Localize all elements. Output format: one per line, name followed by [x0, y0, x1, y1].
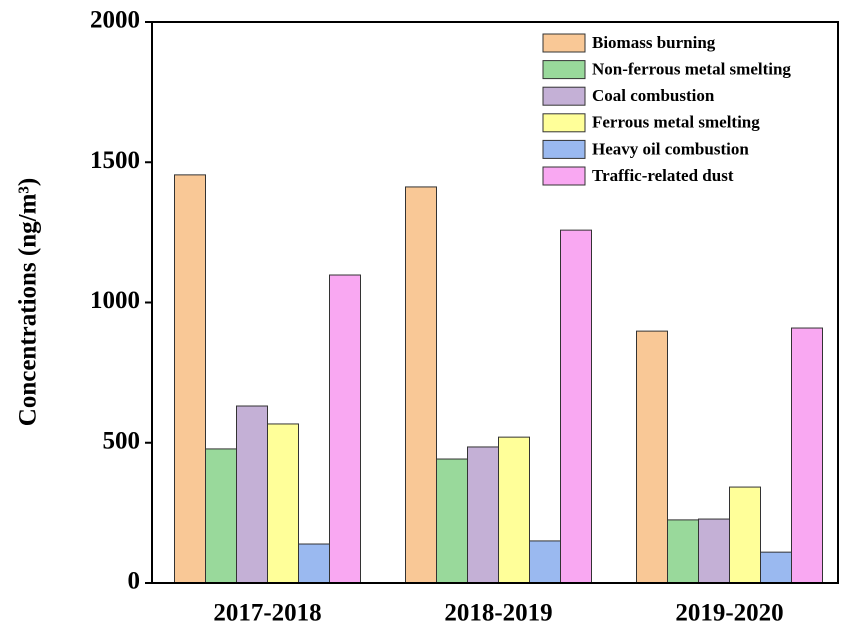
legend-swatch: [542, 166, 586, 186]
bar: [636, 330, 668, 584]
y-tick-label: 0: [128, 568, 141, 595]
y-axis-label: Concentrations (ng/m³): [15, 178, 42, 426]
legend-label: Non-ferrous metal smelting: [592, 60, 791, 79]
legend-label: Ferrous metal smelting: [592, 113, 760, 132]
bar: [467, 446, 499, 584]
x-tick-label: 2018-2019: [444, 600, 552, 627]
bar: [329, 274, 361, 584]
bar: [174, 174, 206, 584]
y-tick-label: 1000: [90, 287, 140, 314]
legend-swatch: [542, 113, 586, 133]
legend-swatch: [542, 33, 586, 53]
bar: [498, 436, 530, 584]
axes-frame: [151, 21, 839, 584]
x-tick-label: 2017-2018: [213, 600, 321, 627]
bar: [405, 186, 437, 584]
legend-swatch: [542, 60, 586, 80]
y-tick-label: 1500: [90, 147, 140, 174]
x-tick-label: 2019-2020: [675, 600, 783, 627]
legend-label: Heavy oil combustion: [592, 139, 749, 158]
bar: [267, 423, 299, 584]
bar: [205, 448, 237, 584]
bar: [760, 551, 792, 584]
legend-label: Coal combustion: [592, 86, 715, 105]
y-tick-label: 500: [103, 427, 141, 454]
legend-label: Biomass burning: [592, 33, 716, 52]
legend-swatch: [542, 86, 586, 106]
bar: [698, 518, 730, 584]
legend-label: Traffic-related dust: [592, 166, 734, 185]
bar: [298, 543, 330, 584]
bar: [560, 229, 592, 584]
bar: [436, 458, 468, 584]
y-tick-label: 2000: [90, 7, 140, 34]
legend-swatch: [542, 139, 586, 159]
bar: [667, 519, 699, 584]
bar: [791, 327, 823, 584]
bar: [729, 486, 761, 584]
bar: [236, 405, 268, 584]
bar: [529, 540, 561, 584]
